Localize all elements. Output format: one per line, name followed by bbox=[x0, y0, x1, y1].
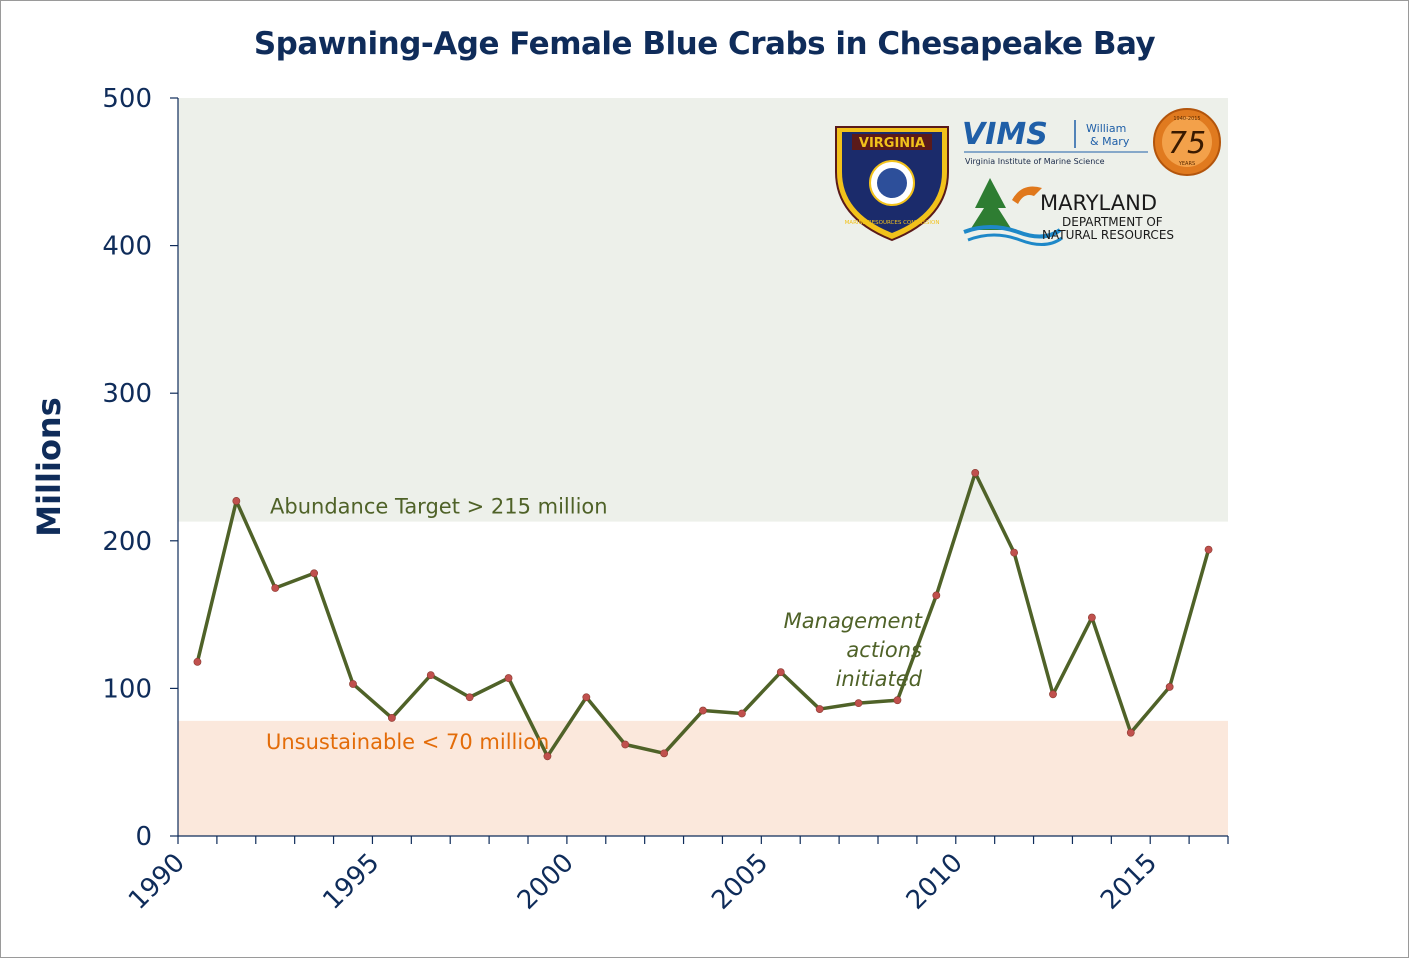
management-annotation-line: actions bbox=[846, 638, 922, 662]
data-point bbox=[815, 705, 824, 713]
data-point bbox=[349, 680, 357, 688]
vims-partner-line1: William bbox=[1086, 122, 1126, 135]
vims-mark: VIMS bbox=[962, 117, 1048, 152]
data-point bbox=[1204, 545, 1213, 554]
vims-subtitle: Virginia Institute of Marine Science bbox=[965, 157, 1105, 166]
maryland-dnr-logo: MARYLAND DEPARTMENT OF NATURAL RESOURCES bbox=[963, 178, 1174, 246]
x-tick-label: 2005 bbox=[706, 848, 774, 916]
y-tick-label: 0 bbox=[135, 822, 152, 852]
mddnr-line3: NATURAL RESOURCES bbox=[1042, 228, 1174, 242]
y-tick-label: 300 bbox=[102, 379, 152, 409]
data-point bbox=[1049, 690, 1057, 699]
data-point bbox=[271, 584, 280, 592]
management-annotation-line: Management bbox=[784, 609, 923, 633]
vmrc-top-text: VIRGINIA bbox=[859, 136, 925, 151]
data-point bbox=[426, 671, 435, 680]
y-tick-label: 500 bbox=[102, 84, 152, 114]
data-point bbox=[310, 569, 319, 578]
x-tick-label: 1995 bbox=[317, 848, 385, 916]
management-annotation-line: initiated bbox=[836, 667, 923, 691]
vmrc-seal-logo: VIRGINIA MARINE RESOURCES COMMISSION bbox=[835, 126, 949, 242]
data-point bbox=[582, 693, 591, 702]
mddnr-line2: DEPARTMENT OF bbox=[1062, 215, 1163, 229]
data-point bbox=[1087, 613, 1096, 622]
data-point bbox=[932, 591, 941, 600]
data-point bbox=[893, 696, 902, 705]
vims-logo: VIMS William & Mary Virginia Institute o… bbox=[962, 108, 1221, 176]
data-point bbox=[543, 752, 552, 761]
data-point bbox=[193, 657, 202, 666]
label-layer: Abundance Target > 215 million Unsustaina… bbox=[266, 495, 923, 754]
y-tick-label: 200 bbox=[102, 527, 152, 557]
x-tick-label: 2015 bbox=[1095, 848, 1163, 916]
y-tick-label: 400 bbox=[102, 232, 152, 262]
data-point bbox=[737, 709, 746, 718]
threshold-bands bbox=[178, 98, 1228, 836]
x-tick-label: 1990 bbox=[123, 848, 191, 916]
vims-partner-line2: & Mary bbox=[1090, 135, 1130, 148]
vims-anniversary-word: YEARS bbox=[1178, 161, 1195, 167]
data-point bbox=[1126, 728, 1135, 737]
unsustainable-band bbox=[178, 720, 1228, 836]
data-point bbox=[699, 706, 707, 715]
x-tick-label: 2000 bbox=[512, 848, 580, 916]
y-tick-label: 100 bbox=[102, 674, 152, 704]
vmrc-ring-text: MARINE RESOURCES COMMISSION bbox=[845, 220, 940, 226]
vims-anniversary: 75 bbox=[1168, 126, 1206, 161]
mddnr-line1: MARYLAND bbox=[1040, 191, 1157, 215]
data-point bbox=[1165, 683, 1174, 691]
data-point bbox=[621, 740, 630, 749]
data-point bbox=[387, 714, 396, 722]
data-point bbox=[232, 497, 241, 505]
abundance-target-label: Abundance Target > 215 million bbox=[270, 495, 608, 519]
data-point bbox=[971, 469, 980, 477]
data-point bbox=[854, 699, 863, 708]
y-axis-label: Millions bbox=[30, 397, 68, 537]
data-point bbox=[465, 693, 474, 702]
data-point bbox=[1010, 548, 1019, 557]
abundance-target-band bbox=[178, 98, 1228, 522]
x-tick-label: 2010 bbox=[901, 848, 969, 916]
vims-anniversary-years: 1940-2015 bbox=[1173, 116, 1200, 122]
data-point bbox=[504, 674, 513, 682]
chart-title: Spawning-Age Female Blue Crabs in Chesap… bbox=[253, 26, 1156, 62]
series-layer bbox=[193, 469, 1213, 761]
data-point bbox=[660, 749, 669, 758]
unsustainable-label: Unsustainable < 70 million bbox=[266, 730, 549, 754]
logo-group: VIRGINIA MARINE RESOURCES COMMISSION VIM… bbox=[835, 108, 1221, 246]
data-point bbox=[776, 668, 785, 677]
